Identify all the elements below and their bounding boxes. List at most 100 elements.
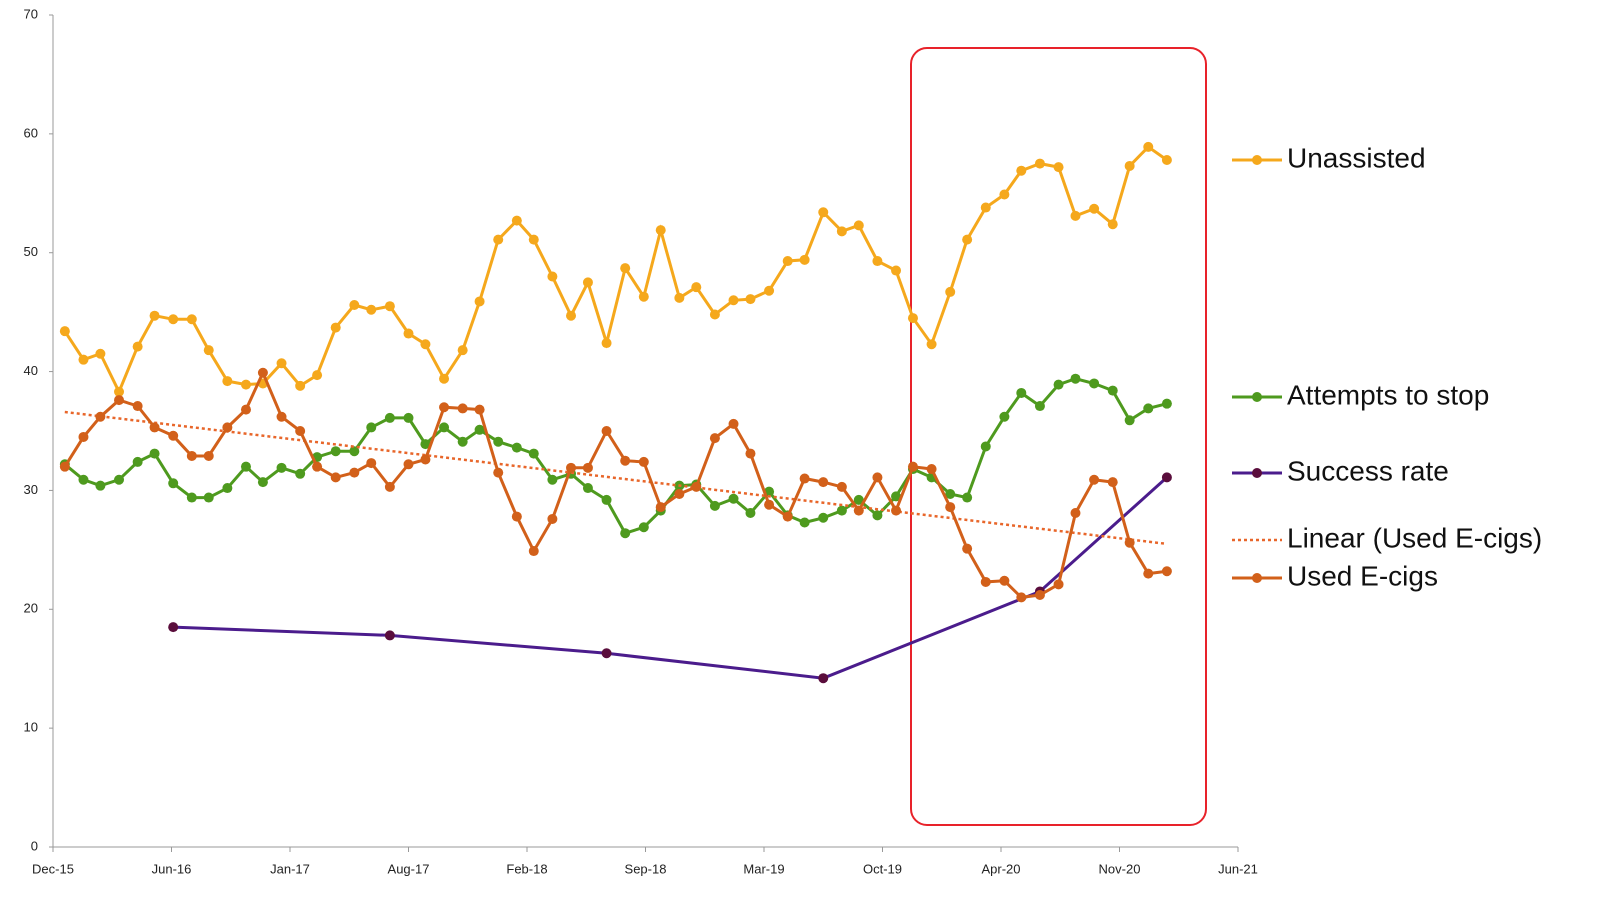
data-point (853, 220, 864, 231)
data-point (403, 328, 414, 339)
legend-label: Used E-cigs (1287, 560, 1438, 591)
data-point (582, 483, 593, 494)
series-line (63, 144, 1168, 396)
data-point (601, 494, 612, 505)
data-point (186, 450, 197, 461)
series-line (173, 476, 1168, 680)
legend-label: Attempts to stop (1287, 379, 1489, 410)
data-point (1089, 203, 1100, 214)
data-point (384, 630, 395, 641)
data-point (330, 446, 341, 457)
data-point (1124, 160, 1135, 171)
data-point (1089, 474, 1100, 485)
data-point (95, 411, 106, 422)
data-point (745, 508, 756, 519)
data-point (782, 256, 793, 267)
data-point (945, 488, 956, 499)
data-point (132, 456, 143, 467)
data-point (980, 576, 991, 587)
data-point (1070, 373, 1081, 384)
data-point (95, 348, 106, 359)
data-point (132, 341, 143, 352)
data-point (1143, 568, 1154, 579)
data-point (745, 294, 756, 305)
data-point (926, 339, 937, 350)
data-point (493, 436, 504, 447)
data-point (582, 462, 593, 473)
data-point (601, 426, 612, 436)
x-tick-label: Jun-21 (1218, 861, 1258, 876)
data-point (240, 379, 251, 390)
y-tick-label: 30 (24, 482, 38, 497)
legend-item: Unassisted (1232, 142, 1426, 173)
data-point (999, 411, 1010, 422)
data-point (980, 441, 991, 452)
data-point (420, 439, 431, 450)
data-point (474, 296, 485, 307)
data-point (276, 411, 287, 422)
x-tick-label: Sep-18 (625, 861, 667, 876)
data-point (1143, 403, 1154, 414)
data-point (962, 234, 973, 245)
data-point (312, 461, 323, 472)
data-point (1070, 210, 1081, 221)
data-point (891, 265, 902, 276)
data-point (620, 455, 631, 466)
y-tick-label: 20 (24, 601, 38, 616)
x-tick-label: Apr-20 (981, 861, 1020, 876)
data-point (257, 367, 268, 378)
data-point (493, 467, 504, 478)
series-line (63, 369, 1168, 599)
data-point (186, 492, 197, 503)
data-point (493, 234, 504, 245)
data-point (366, 304, 377, 315)
data-point (257, 477, 268, 488)
data-point (620, 528, 631, 539)
data-point (1161, 398, 1172, 409)
data-point (528, 546, 539, 557)
data-point (132, 401, 143, 412)
data-point (149, 310, 160, 321)
data-point (872, 472, 883, 483)
data-point (999, 189, 1010, 200)
data-point (1107, 219, 1118, 230)
data-point (403, 412, 414, 423)
data-point (312, 370, 323, 381)
data-point (114, 474, 125, 485)
data-point (674, 292, 685, 303)
data-point (330, 322, 341, 333)
data-point (1143, 141, 1154, 152)
series-line (63, 377, 1168, 535)
data-point (168, 478, 179, 489)
data-point (222, 422, 233, 433)
data-point (511, 442, 522, 453)
data-point (655, 225, 666, 236)
x-tick-label: Aug-17 (388, 861, 430, 876)
x-tick-label: Oct-19 (863, 861, 902, 876)
data-point (222, 376, 233, 387)
data-point (962, 543, 973, 554)
data-point (638, 456, 649, 467)
data-point (1161, 472, 1172, 483)
data-point (474, 424, 485, 435)
data-point (203, 492, 214, 503)
x-tick-label: Nov-20 (1099, 861, 1141, 876)
data-point (926, 464, 937, 475)
data-point (638, 522, 649, 533)
data-point (1034, 590, 1045, 601)
data-point (95, 480, 106, 491)
data-point (891, 491, 902, 502)
data-point (655, 502, 666, 513)
data-point (691, 282, 702, 293)
y-tick-label: 10 (24, 720, 38, 735)
data-point (799, 473, 810, 484)
data-point (728, 418, 739, 429)
data-point (1124, 415, 1135, 426)
data-point (728, 493, 739, 504)
data-point (836, 505, 847, 516)
legend-marker (1252, 573, 1262, 583)
data-point (457, 403, 468, 414)
data-point (511, 215, 522, 226)
data-point (674, 488, 685, 499)
data-point (1016, 165, 1027, 176)
